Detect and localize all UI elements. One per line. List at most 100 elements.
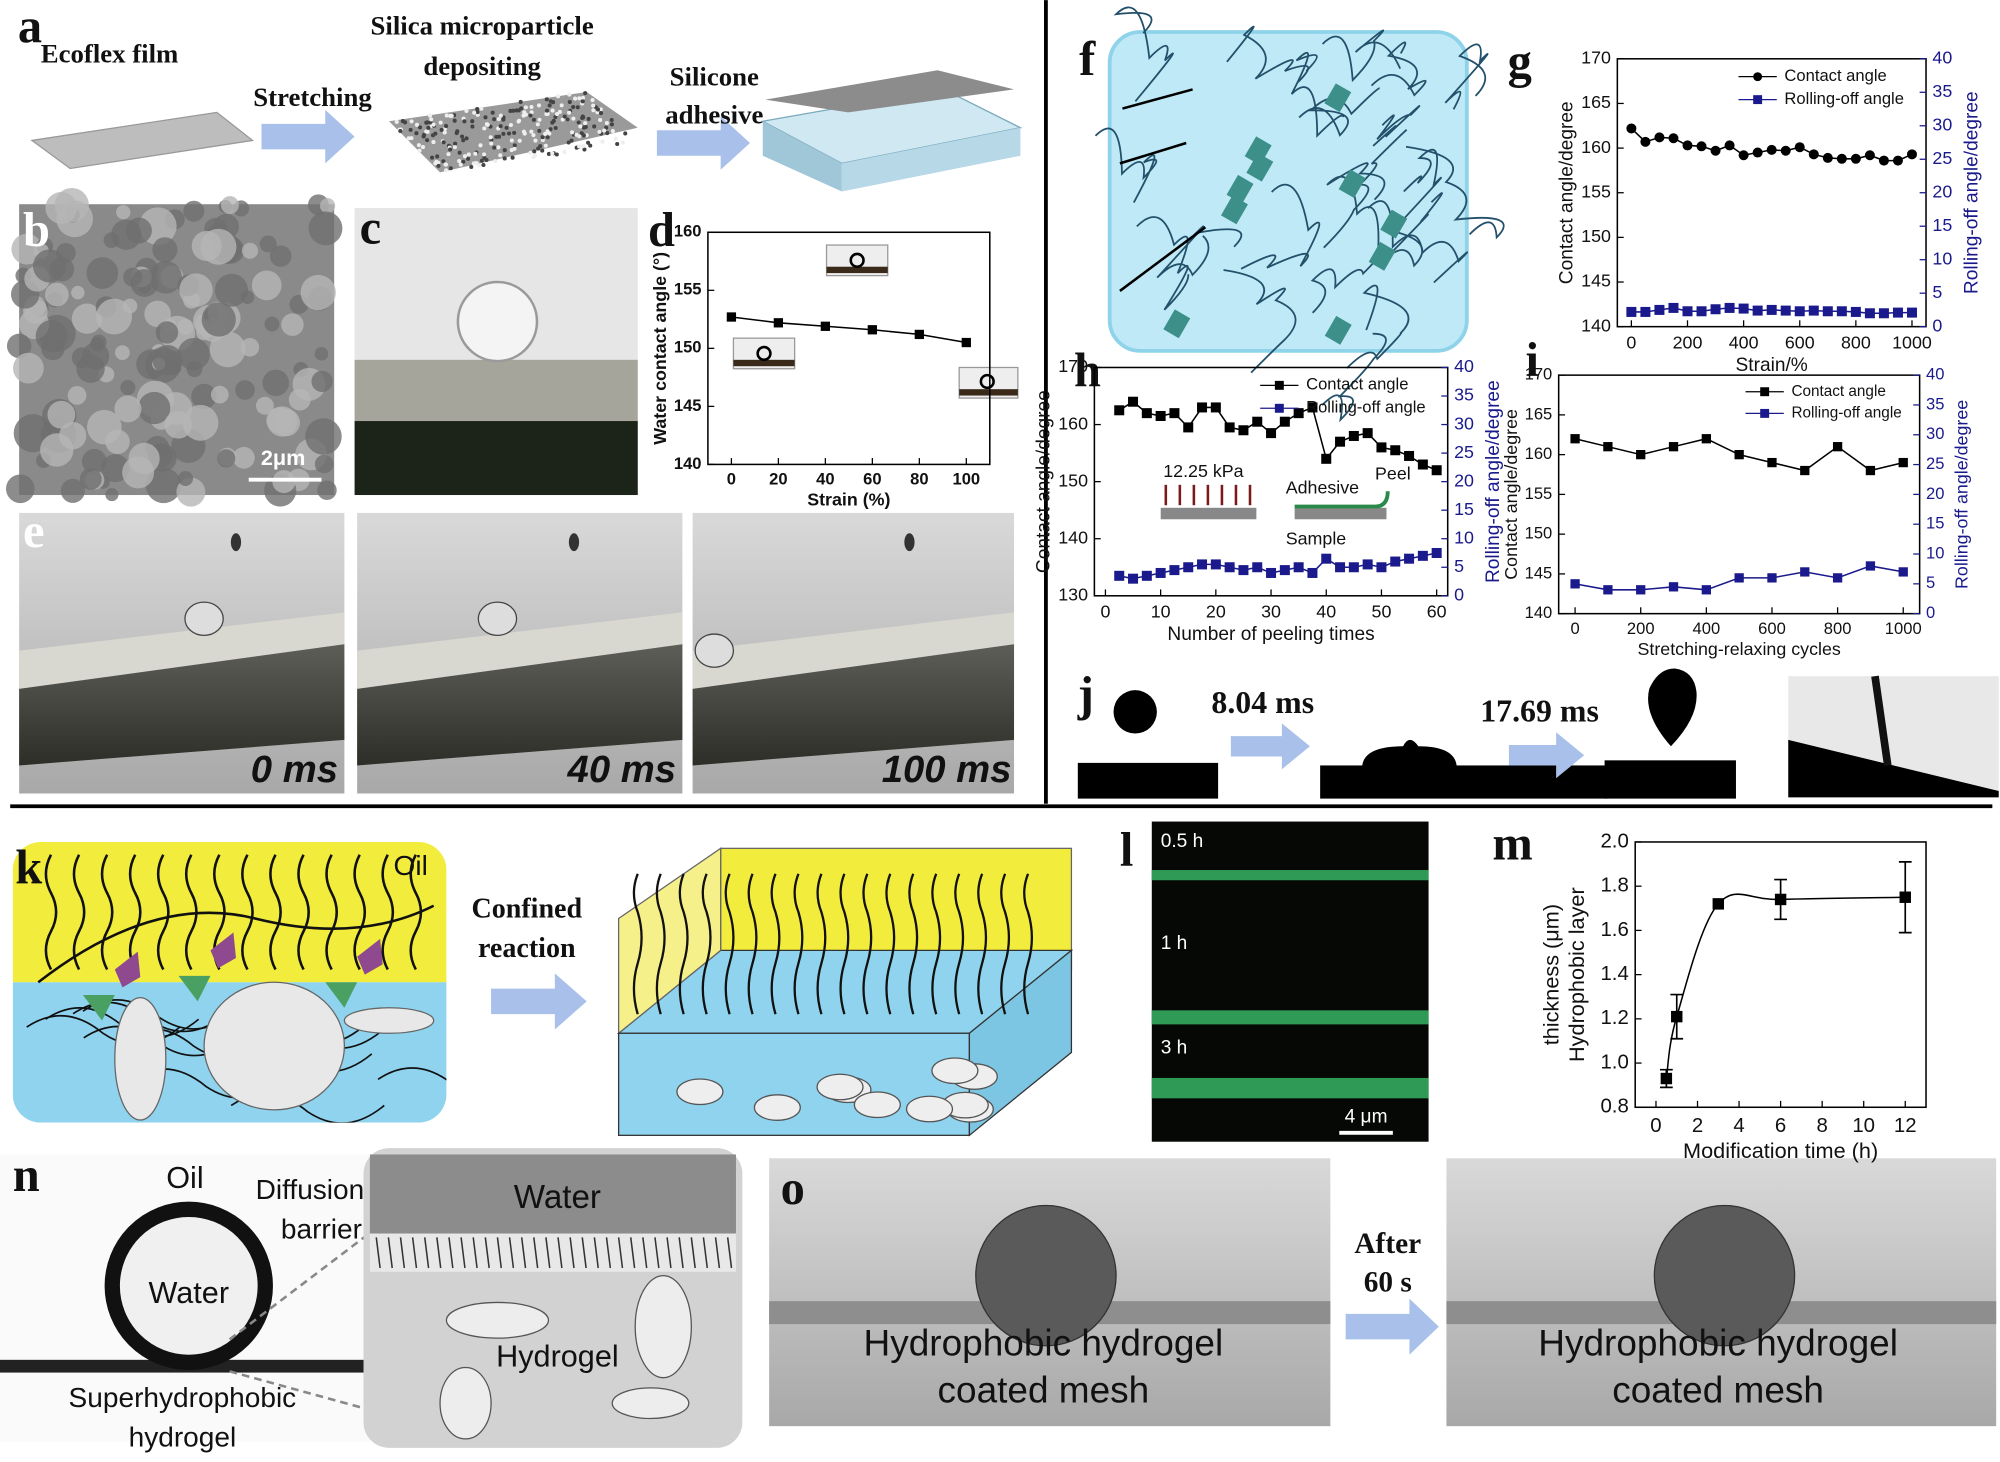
grain	[145, 467, 182, 504]
y-tick-label: 165	[1581, 92, 1611, 112]
point	[1738, 150, 1749, 161]
platelet	[1220, 195, 1248, 225]
chain	[128, 854, 142, 971]
grain	[81, 448, 107, 474]
point	[1738, 303, 1749, 314]
chain	[605, 1237, 612, 1269]
droplet	[1362, 739, 1457, 766]
x-tick-label: 400	[1729, 332, 1759, 352]
particle	[496, 145, 501, 150]
particle	[602, 128, 607, 133]
chain	[1113, 6, 1174, 102]
y-tick-label: 0.8	[1600, 1096, 1628, 1118]
particle	[562, 149, 567, 155]
grain	[262, 369, 290, 397]
chain	[1395, 148, 1442, 228]
point	[1752, 305, 1763, 316]
particle	[420, 145, 426, 150]
point	[1183, 562, 1194, 573]
point	[1279, 416, 1290, 427]
point	[1169, 565, 1180, 576]
point	[1321, 553, 1332, 564]
x-tick-label: 30	[1261, 601, 1281, 621]
pointer	[1122, 88, 1193, 110]
particle	[509, 138, 514, 143]
y2-tick-label: 10	[1926, 543, 1944, 562]
grain	[314, 454, 334, 474]
particle	[591, 103, 596, 108]
particle	[502, 148, 507, 153]
legend-marker	[1760, 408, 1770, 418]
particle	[566, 140, 571, 145]
y2-tick-label: 5	[1454, 556, 1464, 576]
point	[1892, 155, 1903, 166]
layer-band	[1151, 1077, 1429, 1099]
particle	[442, 130, 447, 135]
time-label: 17.69 ms	[1480, 694, 1599, 729]
panel-label: h	[1074, 344, 1101, 397]
particle	[620, 140, 625, 145]
time-label: 40 ms	[567, 748, 676, 791]
grain	[86, 257, 119, 289]
anchor	[325, 982, 358, 1008]
particle	[578, 124, 583, 129]
point	[1832, 442, 1843, 452]
x-tick-label: 60	[863, 470, 881, 489]
grain	[319, 198, 336, 214]
panel-label: c	[360, 201, 382, 254]
label: adhesive	[665, 100, 763, 130]
platelet	[1380, 209, 1408, 239]
point	[1210, 559, 1221, 570]
y2-tick-label: 25	[1932, 148, 1952, 168]
point	[1626, 123, 1637, 134]
chain	[37, 904, 435, 984]
particle	[597, 129, 602, 134]
particle	[613, 136, 618, 141]
point	[1850, 306, 1861, 317]
y-tick-label: 140	[1058, 527, 1088, 547]
particle	[414, 122, 419, 127]
point	[1767, 573, 1777, 583]
particle	[577, 144, 582, 149]
particle	[529, 110, 534, 115]
particle	[444, 168, 449, 173]
particle	[433, 131, 438, 136]
point	[1114, 405, 1125, 416]
chain	[1023, 873, 1034, 1015]
grain	[6, 333, 32, 359]
platelet	[816, 1073, 864, 1101]
droplet	[456, 280, 539, 363]
point	[1376, 562, 1387, 573]
anchor	[82, 995, 115, 1021]
water-front	[617, 1032, 971, 1136]
particle	[438, 120, 443, 125]
y2-axis-label: Rolling-off angle/degree	[1961, 91, 1982, 294]
grain	[47, 400, 76, 429]
point	[1404, 450, 1415, 461]
chain	[569, 1237, 575, 1269]
series-line	[1119, 552, 1437, 580]
sem-texture	[5, 187, 343, 507]
point	[867, 325, 877, 335]
platelet	[1163, 309, 1191, 339]
particle	[453, 141, 458, 146]
point	[1636, 449, 1646, 460]
chain	[654, 1237, 660, 1269]
point	[1238, 425, 1249, 436]
droplet	[694, 633, 735, 668]
y2-tick-label: 25	[1454, 442, 1474, 462]
grain	[259, 235, 277, 253]
point	[961, 337, 971, 348]
chain	[1000, 873, 1011, 1015]
chain	[44, 854, 58, 971]
point	[1701, 585, 1711, 595]
particle	[545, 129, 550, 134]
point	[1417, 550, 1428, 561]
particle	[551, 118, 556, 124]
particle	[479, 106, 484, 111]
grain	[217, 449, 236, 468]
particle	[464, 108, 469, 113]
photo-band	[19, 644, 345, 766]
chain	[1226, 25, 1310, 83]
particle	[425, 120, 430, 125]
